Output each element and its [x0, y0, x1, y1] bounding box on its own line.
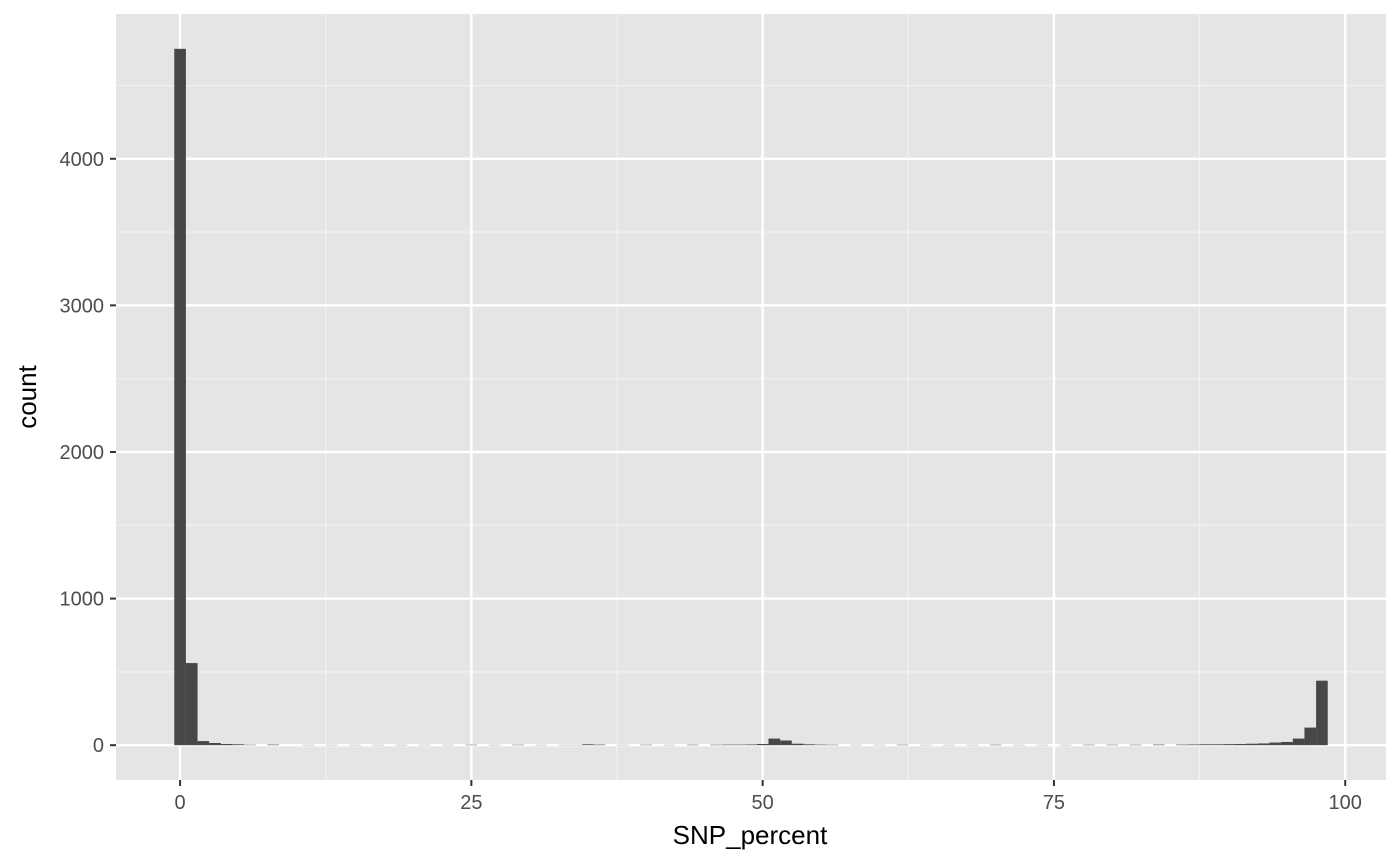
histogram-bar: [1304, 727, 1317, 746]
histogram-bar: [1187, 744, 1200, 746]
histogram-bar: [1281, 741, 1293, 746]
x-tick-label: 100: [1329, 792, 1362, 814]
histogram-bar: [1269, 742, 1282, 746]
histogram-bar: [220, 744, 233, 746]
histogram-bar: [174, 48, 186, 746]
histogram-bar: [768, 738, 781, 746]
histogram-bar: [815, 744, 827, 746]
histogram-bar: [1316, 680, 1328, 746]
histogram-bar: [1292, 738, 1305, 746]
minor-gridlines: [116, 14, 1386, 780]
histogram-bar: [756, 744, 769, 746]
histogram-bar: [209, 742, 221, 746]
y-axis-ticks: 0 1000 2000 3000 4000: [60, 149, 116, 757]
histogram-bar: [232, 744, 245, 746]
x-tick-label: 0: [175, 792, 186, 814]
x-axis: 0 25 50 75 100 SNP_percent: [175, 780, 1362, 850]
y-tick-label: 2000: [60, 442, 105, 464]
histogram-bar: [1199, 744, 1212, 746]
histogram-bar: [1222, 744, 1235, 746]
histogram-bars: [174, 48, 1328, 746]
y-tick-label: 3000: [60, 295, 105, 317]
plot-panel: [116, 14, 1386, 780]
histogram-bar: [780, 740, 792, 746]
histogram-bar: [1152, 744, 1165, 746]
x-tick-label: 75: [1043, 792, 1065, 814]
histogram-bar: [721, 744, 734, 746]
histogram-bar: [185, 663, 198, 746]
y-axis-title: count: [12, 364, 42, 428]
histogram-bar: [803, 744, 816, 746]
histogram-bar: [582, 744, 594, 746]
x-tick-label: 50: [752, 792, 774, 814]
histogram-bar: [267, 744, 280, 746]
y-tick-label: 0: [93, 735, 104, 757]
x-axis-title: SNP_percent: [673, 820, 828, 850]
histogram-bar: [1211, 744, 1223, 746]
x-axis-ticks: 0 25 50 75 100: [175, 780, 1362, 814]
histogram-bar: [1176, 744, 1188, 746]
y-axis: 0 1000 2000 3000 4000 count: [12, 149, 116, 757]
major-gridlines: [116, 14, 1386, 780]
histogram-bar: [197, 741, 210, 746]
x-tick-label: 25: [460, 792, 482, 814]
y-tick-label: 1000: [60, 589, 105, 611]
histogram-bar: [733, 744, 746, 746]
histogram-bar: [1246, 743, 1258, 746]
histogram-bar: [791, 743, 804, 746]
histogram-bar: [1234, 744, 1247, 746]
histogram-bar: [1257, 743, 1270, 746]
histogram-bar: [593, 744, 606, 746]
y-tick-label: 4000: [60, 149, 105, 171]
histogram-bar: [745, 744, 757, 746]
